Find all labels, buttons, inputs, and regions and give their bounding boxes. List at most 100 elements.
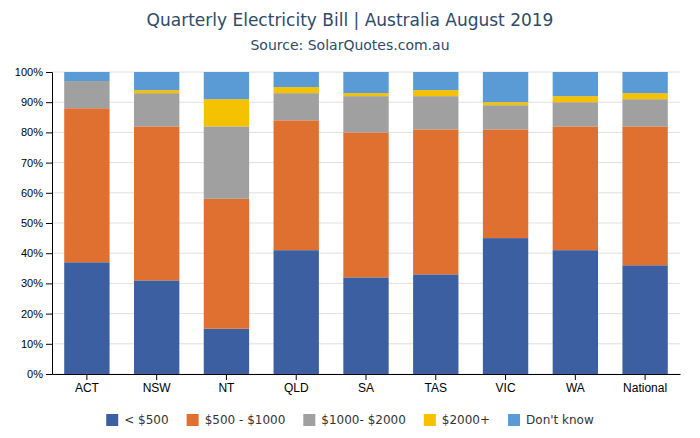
x-tick-mark: [226, 374, 227, 380]
y-tick-mark: [46, 72, 52, 73]
x-tick-label: QLD: [284, 381, 309, 395]
bars: [64, 72, 668, 374]
chart: Quarterly Electricity Bill | Australia A…: [0, 0, 700, 438]
x-tick: QLD: [284, 374, 309, 395]
series: [64, 81, 668, 199]
bar-segment: [204, 126, 249, 198]
bar-segment: [343, 96, 388, 132]
x-tick-mark: [366, 374, 367, 380]
title: Quarterly Electricity Bill | Australia A…: [147, 10, 554, 30]
y-tick-label: 20%: [21, 308, 43, 320]
x-tick: TAS: [425, 374, 447, 395]
legend-label: $2000+: [442, 413, 490, 427]
grid: [52, 72, 680, 374]
legend-label: $500 - $1000: [205, 413, 286, 427]
x-tick: SA: [358, 374, 374, 395]
bar-segment: [64, 81, 109, 108]
y-tick-label: 30%: [21, 277, 43, 289]
x-tick: NT: [218, 374, 235, 395]
x-tick-mark: [575, 374, 576, 380]
y-tick: 30%: [21, 277, 52, 289]
y-tick: 70%: [21, 157, 52, 169]
bar-segment: [553, 72, 598, 96]
bar-segment: [483, 238, 528, 374]
legend-item: $500 - $1000: [187, 413, 286, 427]
bar-segment: [274, 250, 319, 374]
bar-segment: [343, 93, 388, 96]
bar-segment: [553, 102, 598, 126]
x-tick-mark: [645, 374, 646, 380]
y-tick-label: 10%: [21, 338, 43, 350]
y-tick-mark: [46, 163, 52, 164]
bar-segment: [274, 93, 319, 120]
legend-label: < $500: [124, 413, 168, 427]
y-tick-label: 70%: [21, 157, 43, 169]
bar-segment: [134, 72, 179, 90]
plot: ACTNSWNTQLDSATASVICWANational0%10%20%30%…: [15, 66, 681, 395]
bar-segment: [483, 105, 528, 129]
legend-swatch: [508, 414, 520, 426]
x-tick: NSW: [143, 374, 172, 395]
y-tick-mark: [46, 283, 52, 284]
y-tick: 60%: [21, 187, 52, 199]
bar-segment: [64, 108, 109, 262]
x-tick-mark: [156, 374, 157, 380]
bar-segment: [204, 199, 249, 329]
x-axis: ACTNSWNTQLDSATASVICWANational: [53, 374, 681, 395]
bar-segment: [622, 265, 667, 374]
bar-segment: [483, 102, 528, 105]
bar-segment: [413, 72, 458, 90]
bar-segment: [413, 90, 458, 96]
y-tick-mark: [46, 374, 52, 375]
x-tick-mark: [435, 374, 436, 380]
legend-swatch: [106, 414, 118, 426]
x-tick-label: VIC: [496, 381, 516, 395]
y-tick-label: 50%: [21, 217, 43, 229]
bar-segment: [622, 72, 667, 93]
x-tick-label: WA: [566, 381, 585, 395]
bar-segment: [483, 72, 528, 102]
bar-segment: [343, 132, 388, 277]
y-tick-mark: [46, 132, 52, 133]
y-tick-label: 0%: [27, 368, 43, 380]
y-tick-label: 40%: [21, 247, 43, 259]
y-tick: 50%: [21, 217, 52, 229]
x-tick: VIC: [496, 374, 516, 395]
bar-segment: [134, 126, 179, 280]
x-tick-mark: [505, 374, 506, 380]
x-tick: ACT: [75, 374, 100, 395]
legend-item: Don't know: [508, 413, 594, 427]
y-tick-mark: [46, 223, 52, 224]
bar-segment: [343, 277, 388, 374]
y-tick-mark: [46, 102, 52, 103]
legend-swatch: [424, 414, 436, 426]
x-tick-mark: [86, 374, 87, 380]
y-tick-label: 80%: [21, 126, 43, 138]
bar-segment: [413, 129, 458, 274]
bar-segment: [204, 99, 249, 126]
y-tick-mark: [46, 253, 52, 254]
bar-segment: [553, 250, 598, 374]
bar-segment: [553, 96, 598, 102]
bar-segment: [204, 329, 249, 374]
y-tick: 10%: [21, 338, 52, 350]
bar-segment: [622, 99, 667, 126]
subtitle: Source: SolarQuotes.com.au: [250, 37, 449, 53]
y-axis: 0%10%20%30%40%50%60%70%80%90%100%: [15, 66, 53, 380]
legend-item: < $500: [106, 413, 168, 427]
y-tick-label: 100%: [15, 66, 43, 78]
x-tick-label: ACT: [75, 381, 100, 395]
y-tick-mark: [46, 344, 52, 345]
bar-segment: [343, 72, 388, 93]
bar-segment: [413, 96, 458, 129]
legend-swatch: [187, 414, 199, 426]
series: [64, 108, 668, 328]
legend: < $500$500 - $1000$1000- $2000$2000+Don'…: [106, 413, 594, 427]
y-tick: 80%: [21, 126, 52, 138]
y-tick: 100%: [15, 66, 52, 78]
y-tick-mark: [46, 314, 52, 315]
bar-segment: [413, 274, 458, 374]
x-tick-label: NT: [218, 381, 235, 395]
bar-segment: [274, 72, 319, 87]
bar-segment: [204, 72, 249, 99]
